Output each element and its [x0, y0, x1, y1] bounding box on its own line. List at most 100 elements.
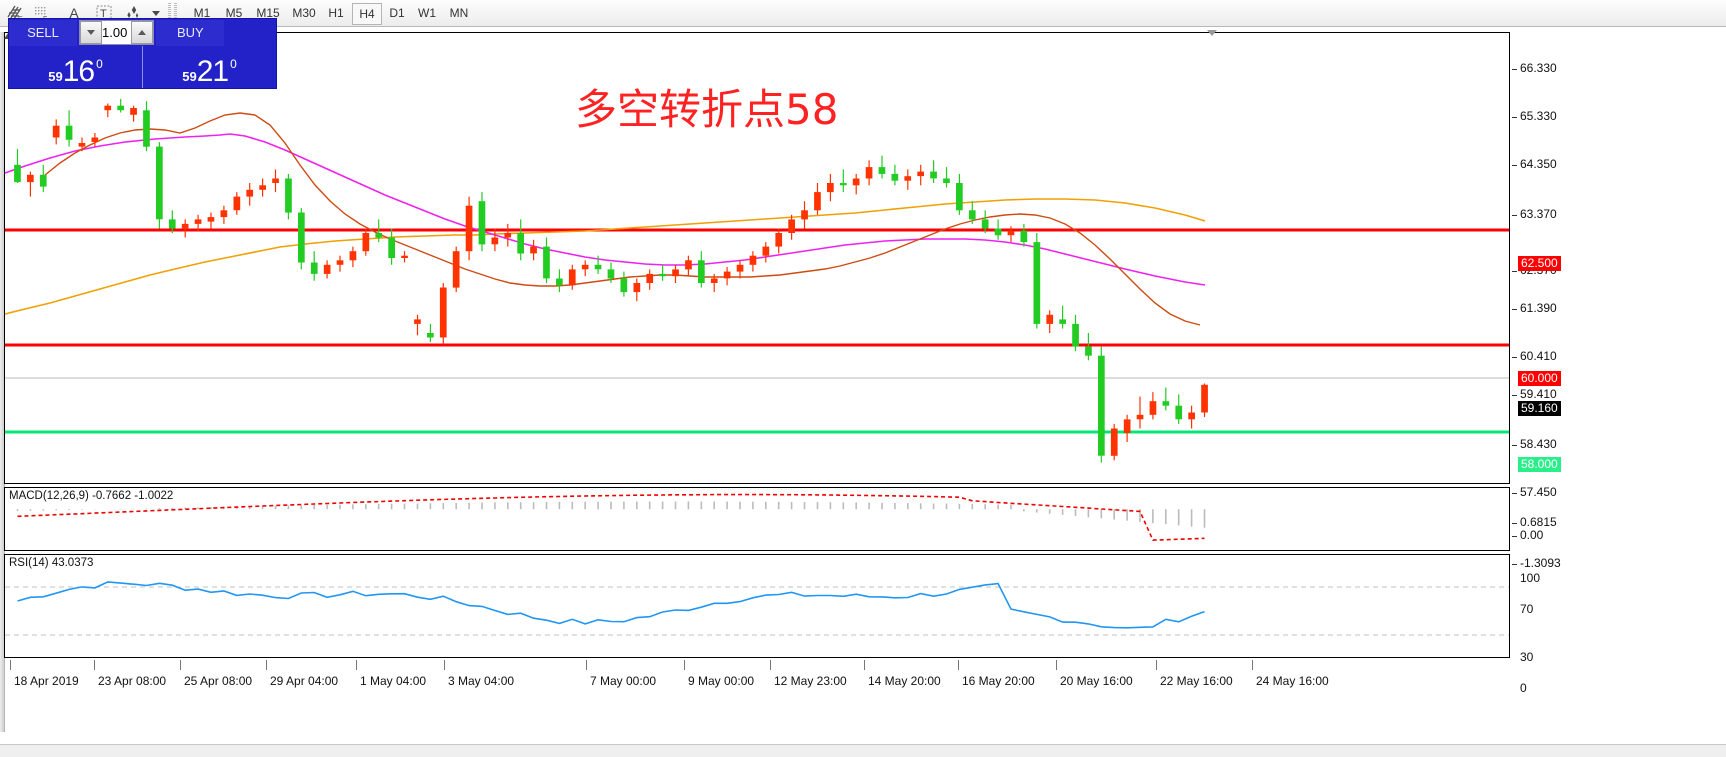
candle-body: [749, 255, 757, 265]
buy-quote[interactable]: 59 21 0: [143, 46, 276, 88]
text-label-icon[interactable]: A: [69, 5, 79, 21]
buy-button[interactable]: BUY: [156, 19, 225, 46]
time-axis-label: 20 May 16:00: [1060, 674, 1133, 688]
volume-input[interactable]: 1.00: [102, 25, 128, 40]
current-price-59160[interactable]: 59.160: [1518, 401, 1561, 416]
candle-body: [1110, 428, 1118, 456]
sell-quote[interactable]: 59 16 0: [9, 46, 142, 88]
candle-body: [659, 273, 666, 277]
toolbar-separator-2: [174, 3, 177, 23]
time-axis-label: 23 Apr 08:00: [98, 674, 167, 688]
buy-price-main: 21: [196, 55, 229, 88]
time-tick-mark: [684, 660, 685, 670]
candle-body: [801, 210, 808, 220]
candle-body: [904, 176, 912, 181]
resistance-62500[interactable]: 62.500: [1518, 256, 1561, 271]
sell-button[interactable]: SELL: [9, 19, 77, 46]
candle-body: [981, 219, 989, 229]
timeframe-m5[interactable]: M5: [225, 6, 243, 20]
time-axis-label: 29 Apr 04:00: [270, 674, 339, 688]
candle-body: [620, 278, 628, 293]
candle-body: [1162, 401, 1170, 406]
volume-stepper[interactable]: 1.00: [79, 20, 155, 45]
sell-price-main: 16: [62, 55, 95, 88]
buy-price-prefix: 59: [182, 69, 197, 84]
volume-decrease-icon[interactable]: [80, 21, 102, 44]
timeframe-h4[interactable]: H4: [352, 3, 382, 25]
volume-increase-icon[interactable]: [131, 21, 154, 44]
sell-price-fraction: 0: [96, 57, 103, 71]
time-axis-label: 16 May 20:00: [962, 674, 1035, 688]
timeframe-d1[interactable]: D1: [389, 6, 405, 20]
candle-body: [775, 233, 783, 247]
time-axis-label: 14 May 20:00: [868, 674, 941, 688]
candle-body: [259, 185, 266, 190]
candle-body: [285, 178, 292, 213]
deal-panel-top-row: SELL 1.00 BUY: [9, 19, 276, 46]
candle-body: [865, 167, 873, 179]
candle-body: [181, 223, 189, 229]
candle-body: [427, 333, 434, 338]
candle-body: [543, 246, 550, 279]
macd-signal-line: [17, 493, 1205, 541]
candle-body: [91, 137, 99, 142]
resistance-60000[interactable]: 60.000: [1518, 371, 1561, 386]
time-tick-mark: [1056, 660, 1057, 670]
sell-price-prefix: 59: [48, 69, 63, 84]
candle-body: [994, 228, 1002, 236]
candle-body: [298, 212, 305, 263]
svg-text:T: T: [100, 8, 107, 20]
candle-body: [878, 167, 886, 174]
time-tick-mark: [958, 660, 959, 670]
rsi-line: [17, 581, 1205, 629]
ma-mid-line: [5, 133, 1206, 286]
one-click-trading-panel[interactable]: SELL 1.00 BUY 59 16 0 59 21 0: [8, 18, 277, 89]
chart-dropdown-caret-icon[interactable]: [1207, 30, 1217, 36]
time-tick-mark: [94, 660, 95, 670]
candle-body: [891, 173, 899, 181]
timeframe-m1[interactable]: M1: [193, 6, 211, 20]
time-axis: 18 Apr 2019 23 Apr 08:00 25 Apr 08:00 29 Ap…: [4, 660, 1510, 700]
price-chart-panel[interactable]: [4, 32, 1510, 484]
ma-fast-line: [44, 112, 1201, 326]
time-axis-label: 24 May 16:00: [1256, 674, 1329, 688]
price-scale[interactable]: 66.33065.33064.35063.37062.37061.39060.4…: [1512, 32, 1724, 726]
rsi-chart-svg: [5, 581, 1509, 636]
main-toolbar: E F A T: [0, 0, 1726, 27]
candle-body: [465, 205, 473, 252]
timeframe-m30[interactable]: M30: [292, 6, 316, 20]
timeframe-mn[interactable]: MN: [449, 6, 469, 20]
candle-body: [362, 233, 370, 252]
buy-price-fraction: 0: [230, 57, 237, 71]
candle-body: [568, 269, 576, 286]
candle-body: [581, 264, 589, 270]
candle-body: [698, 260, 705, 283]
candle-body: [272, 178, 279, 183]
candle-body: [27, 174, 34, 183]
candle-body: [852, 178, 860, 186]
candlestick-series: [14, 98, 1208, 463]
time-axis-label: 22 May 16:00: [1160, 674, 1233, 688]
time-tick-mark: [1252, 660, 1253, 670]
bottom-status-bar: [0, 744, 1726, 757]
objects-dropdown-icon[interactable]: [144, 2, 168, 24]
candle-body: [1059, 319, 1066, 324]
candle-body: [401, 255, 408, 258]
candle-body: [414, 319, 421, 324]
support-58000[interactable]: 58.000: [1518, 457, 1561, 472]
timeframe-h1[interactable]: H1: [328, 6, 344, 20]
objects-icon[interactable]: [122, 2, 146, 24]
time-axis-label: 25 Apr 08:00: [184, 674, 253, 688]
timeframe-w1[interactable]: W1: [418, 6, 436, 20]
candle-body: [710, 278, 718, 283]
timeframe-m15[interactable]: M15: [256, 6, 280, 20]
chart-annotation-text[interactable]: 多空转折点58: [575, 85, 839, 134]
time-axis-label: 3 May 04:00: [448, 674, 515, 688]
macd-indicator-panel[interactable]: MACD(12,26,9) -0.7662 -1.0022: [4, 487, 1510, 551]
deal-panel-quotes: 59 16 0 59 21 0: [9, 46, 276, 88]
candle-body: [685, 260, 692, 270]
time-tick-mark: [180, 660, 181, 670]
rsi-indicator-panel[interactable]: RSI(14) 43.0373: [4, 554, 1510, 658]
candle-body: [839, 183, 847, 186]
time-tick-mark: [266, 660, 267, 670]
